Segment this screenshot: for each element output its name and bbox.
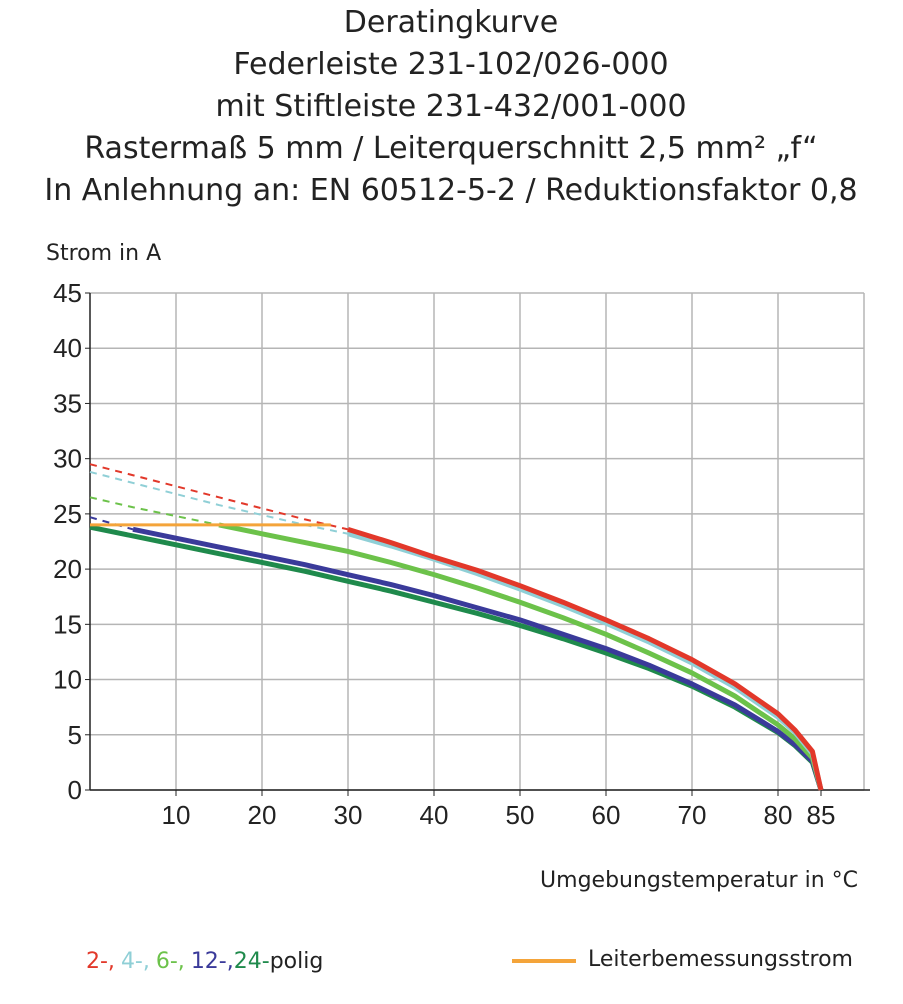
legend-entry: 6-, <box>156 949 185 974</box>
line-extrapolated <box>89 463 349 531</box>
x-tick-label: 70 <box>678 800 707 830</box>
y-tick-label: 35 <box>53 388 82 418</box>
y-axis-label: Strom in A <box>46 241 161 266</box>
legend-entry: 4-, <box>121 949 150 974</box>
x-tick-label: 50 <box>506 800 535 830</box>
x-tick-label: 40 <box>420 800 449 830</box>
chart-title: Deratingkurve <box>344 5 558 40</box>
y-tick-label: 30 <box>53 444 82 474</box>
line <box>347 526 824 791</box>
x-tick-label: 10 <box>162 800 191 830</box>
y-tick-label: 20 <box>53 554 82 584</box>
y-tick-label: 25 <box>53 499 82 529</box>
legend-entry: 24- <box>234 949 270 974</box>
y-tick-label: 15 <box>53 609 82 639</box>
chart-title: Rastermaß 5 mm / Leiterquerschnitt 2,5 m… <box>84 131 817 166</box>
legend-entry: 2-, <box>86 949 115 974</box>
legend: 2-, 4-, 6-, 12-,24-polig <box>86 949 323 974</box>
legend-suffix: polig <box>270 949 324 974</box>
chart-title: Federleiste 231-102/026-000 <box>233 47 668 82</box>
x-tick-label: 85 <box>807 800 836 830</box>
x-tick-label: 30 <box>334 800 363 830</box>
legend-entry: 12-, <box>191 949 234 974</box>
x-axis-label: Umgebungstemperatur in °C <box>540 868 858 893</box>
x-tick-label: 60 <box>592 800 621 830</box>
chart-title: In Anlehnung an: EN 60512-5-2 / Reduktio… <box>44 173 857 208</box>
line <box>218 522 824 791</box>
y-tick-label: 5 <box>68 720 82 750</box>
legend-entry: Leiterbemessungsstrom <box>588 947 853 972</box>
line <box>132 526 824 791</box>
y-tick-label: 0 <box>68 775 82 805</box>
y-tick-label: 10 <box>53 665 82 695</box>
x-tick-label: 80 <box>764 800 793 830</box>
y-tick-label: 45 <box>53 278 82 308</box>
line-extrapolated <box>89 496 220 526</box>
x-tick-label: 20 <box>248 800 277 830</box>
y-tick-label: 40 <box>53 333 82 363</box>
chart-title: mit Stiftleiste 231-432/001-000 <box>215 89 686 124</box>
